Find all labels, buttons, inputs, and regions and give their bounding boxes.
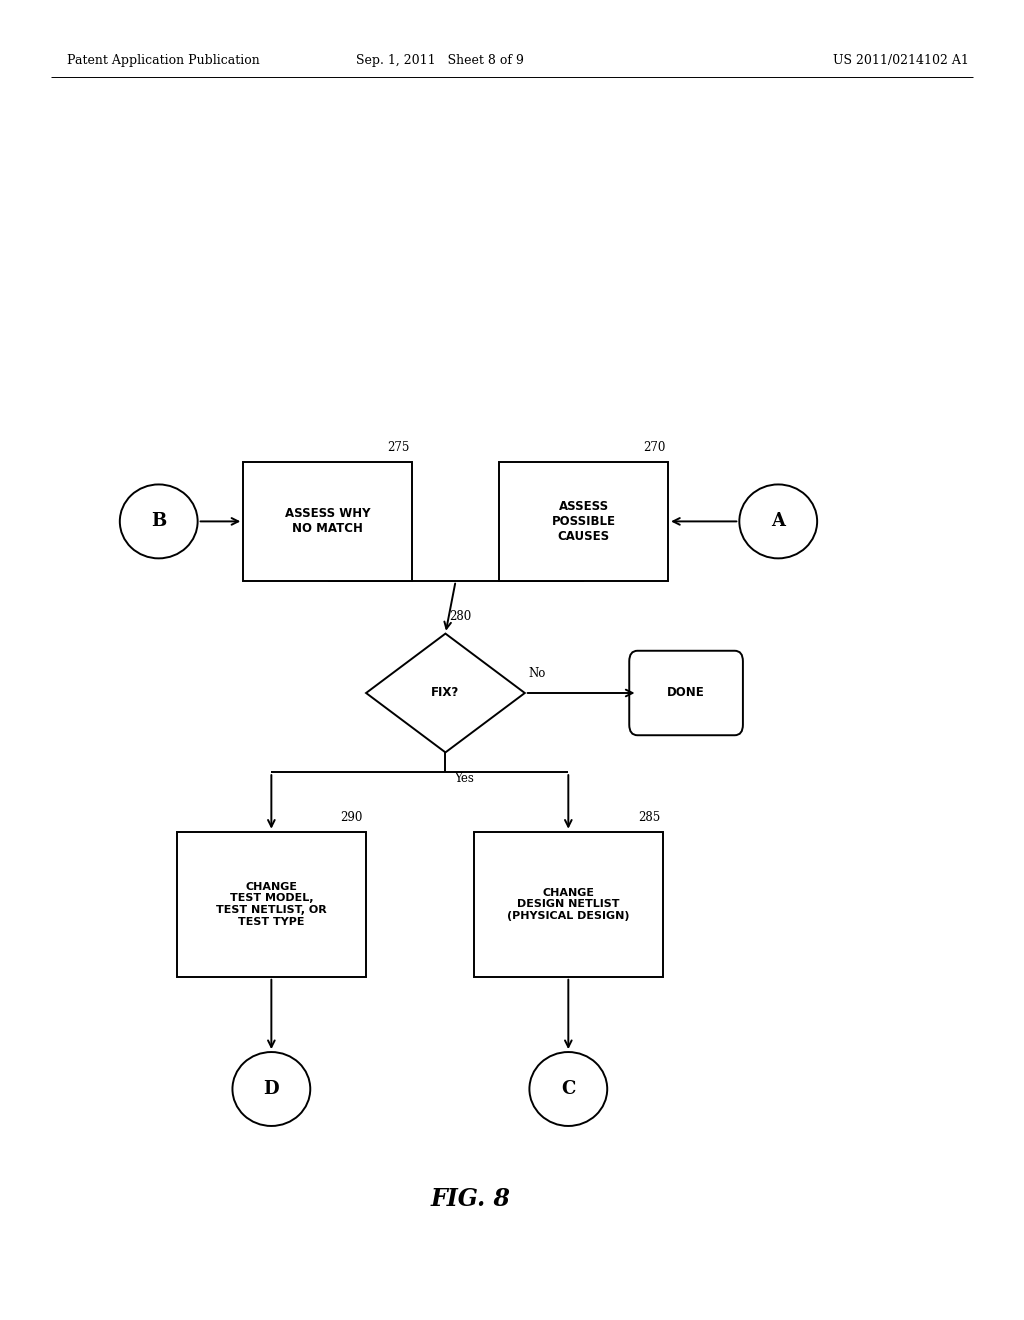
Text: 290: 290 <box>341 810 364 824</box>
Text: US 2011/0214102 A1: US 2011/0214102 A1 <box>834 54 969 67</box>
Bar <box>499 462 668 581</box>
Ellipse shape <box>739 484 817 558</box>
Text: ASSESS
POSSIBLE
CAUSES: ASSESS POSSIBLE CAUSES <box>552 500 615 543</box>
Text: FIG. 8: FIG. 8 <box>431 1187 511 1210</box>
Text: 285: 285 <box>638 810 660 824</box>
Text: A: A <box>771 512 785 531</box>
Ellipse shape <box>120 484 198 558</box>
Text: D: D <box>263 1080 280 1098</box>
Ellipse shape <box>529 1052 607 1126</box>
Bar <box>177 832 367 977</box>
Text: Yes: Yes <box>454 772 473 785</box>
Text: FIX?: FIX? <box>431 686 460 700</box>
Text: DONE: DONE <box>668 686 705 700</box>
Bar <box>473 832 664 977</box>
Bar <box>244 462 412 581</box>
Text: Patent Application Publication: Patent Application Publication <box>67 54 259 67</box>
Text: B: B <box>152 512 166 531</box>
Text: CHANGE
TEST MODEL,
TEST NETLIST, OR
TEST TYPE: CHANGE TEST MODEL, TEST NETLIST, OR TEST… <box>216 882 327 927</box>
Text: No: No <box>528 667 546 680</box>
FancyBboxPatch shape <box>629 651 743 735</box>
Ellipse shape <box>232 1052 310 1126</box>
Text: 280: 280 <box>450 610 472 623</box>
Text: Sep. 1, 2011   Sheet 8 of 9: Sep. 1, 2011 Sheet 8 of 9 <box>356 54 524 67</box>
Text: CHANGE
DESIGN NETLIST
(PHYSICAL DESIGN): CHANGE DESIGN NETLIST (PHYSICAL DESIGN) <box>507 887 630 921</box>
Text: 275: 275 <box>387 441 410 454</box>
Text: 270: 270 <box>643 441 666 454</box>
Text: C: C <box>561 1080 575 1098</box>
Text: ASSESS WHY
NO MATCH: ASSESS WHY NO MATCH <box>285 507 371 536</box>
Polygon shape <box>367 634 524 752</box>
